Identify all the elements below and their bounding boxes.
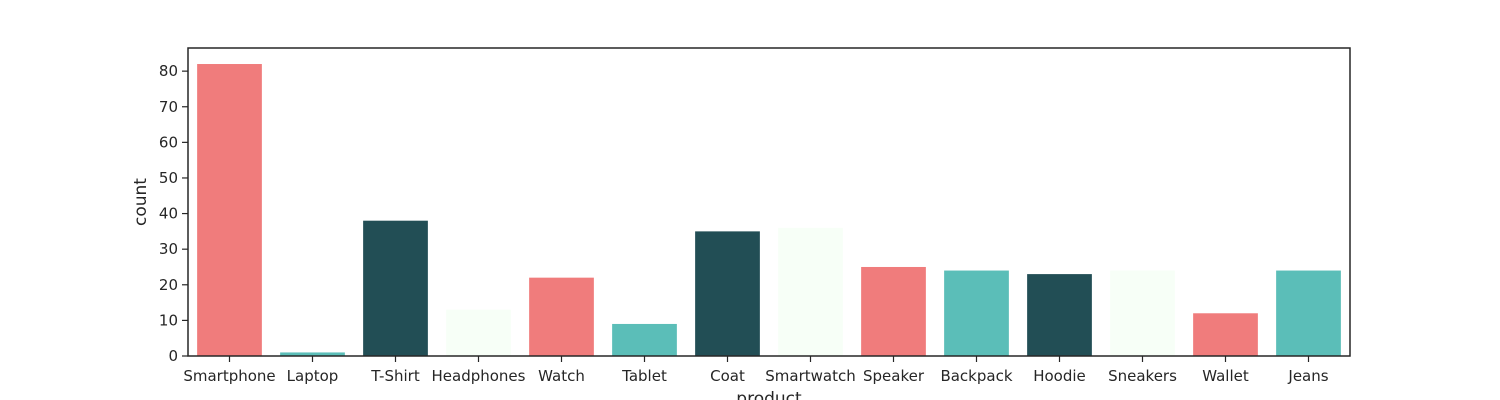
x-tick-label: Speaker: [863, 367, 925, 385]
x-tick-label: Smartwatch: [765, 367, 855, 385]
y-tick-label: 40: [159, 205, 178, 223]
x-tick-label: Coat: [710, 367, 745, 385]
bar-watch: [529, 277, 594, 356]
bar-headphones: [446, 309, 511, 356]
y-axis-label: count: [131, 178, 151, 226]
bar-t-shirt: [363, 220, 428, 356]
x-tick-label: Smartphone: [183, 367, 275, 385]
y-tick-label: 10: [159, 311, 178, 329]
x-tick-label: Backpack: [940, 367, 1012, 385]
bar-jeans: [1276, 270, 1341, 356]
y-tick-label: 30: [159, 240, 178, 258]
x-tick-label: Jeans: [1287, 367, 1328, 385]
bars-group: [197, 64, 1341, 356]
x-tick-label: Wallet: [1202, 367, 1249, 385]
x-tick-label: Hoodie: [1033, 367, 1086, 385]
x-tick-label: Laptop: [287, 367, 339, 385]
y-tick-label: 0: [168, 347, 178, 365]
bar-wallet: [1193, 313, 1258, 356]
bar-sneakers: [1110, 270, 1175, 356]
plot-frame: [187, 47, 1351, 357]
y-tick-label: 60: [159, 133, 178, 151]
bar-hoodie: [1027, 274, 1092, 356]
x-tick-label: Sneakers: [1108, 367, 1177, 385]
bar-smartwatch: [778, 227, 843, 356]
bar-coat: [695, 231, 760, 356]
bar-tablet: [612, 323, 677, 356]
y-tick-label: 70: [159, 98, 178, 116]
x-tick-label: Headphones: [432, 367, 526, 385]
y-tick-label: 80: [159, 62, 178, 80]
y-axis: 0 10 20 30 40 50 60 70 80: [159, 62, 188, 365]
y-tick-label: 50: [159, 169, 178, 187]
y-tick-label: 20: [159, 276, 178, 294]
bar-speaker: [861, 266, 926, 356]
x-tick-label: Watch: [538, 367, 585, 385]
x-tick-label: Tablet: [621, 367, 667, 385]
x-tick-label: T-Shirt: [370, 367, 420, 385]
bar-smartphone: [197, 64, 262, 356]
bar-laptop: [280, 352, 345, 356]
bar-backpack: [944, 270, 1009, 356]
x-axis: Smartphone Laptop T-Shirt Headphones Watch Ta…: [183, 356, 1329, 385]
x-axis-label: product: [736, 389, 802, 400]
